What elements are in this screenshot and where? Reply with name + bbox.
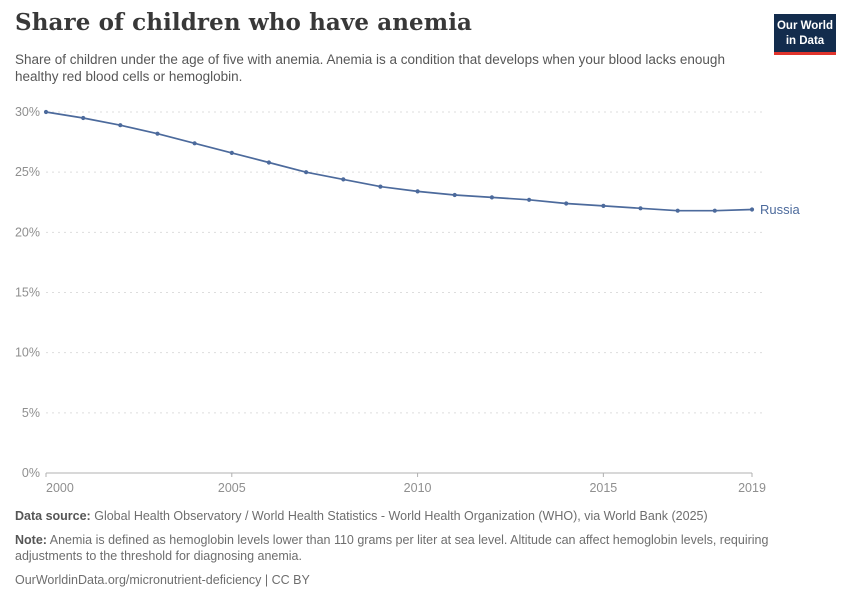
data-point-marker[interactable] — [155, 131, 160, 136]
chart-subtitle: Share of children under the age of five … — [15, 52, 725, 85]
data-point-marker[interactable] — [749, 207, 755, 212]
data-point-marker[interactable] — [118, 123, 123, 128]
owid-logo-line2: in Data — [785, 34, 825, 47]
data-point-marker[interactable] — [81, 115, 86, 121]
chart-svg: 0% 5% 10% 15% 20% 25% 30% 2000 2005 2010 2015 2019 R… — [15, 105, 801, 495]
data-point-marker[interactable] — [527, 197, 532, 202]
data-point-marker[interactable] — [43, 109, 49, 115]
data-source-text: Global Health Observatory / World Health… — [94, 509, 708, 523]
note-text: Anemia is defined as hemoglobin levels l… — [15, 532, 769, 564]
y-tick-label: 10% — [15, 346, 40, 360]
x-tick-label: 2015 — [589, 481, 617, 495]
x-tick-label: 2000 — [46, 481, 74, 495]
series-line[interactable] — [45, 111, 753, 212]
data-source-label: Data source: — [15, 509, 91, 523]
data-point-marker[interactable] — [489, 195, 494, 200]
owid-logo-line1: Our World — [776, 20, 833, 32]
owid-url-link[interactable]: OurWorldinData.org/micronutrient-deficie… — [15, 572, 262, 587]
data-point-marker[interactable] — [638, 206, 643, 211]
license-separator: | — [264, 572, 269, 587]
x-tick-label: 2005 — [218, 481, 246, 495]
data-point-marker[interactable] — [712, 208, 717, 213]
data-point-marker[interactable] — [341, 177, 346, 182]
data-point-marker[interactable] — [564, 201, 569, 206]
page-title: Share of children who have anemia — [15, 9, 473, 36]
data-point-marker[interactable] — [378, 184, 383, 189]
y-tick-label: 5% — [22, 406, 40, 420]
y-tick-label: 25% — [15, 165, 40, 179]
y-tick-label: 0% — [22, 466, 40, 480]
data-point-marker[interactable] — [266, 160, 271, 165]
note-line: Note: Anemia is defined as hemoglobin le… — [15, 532, 827, 565]
data-source-line: Data source: Global Health Observatory /… — [15, 508, 827, 525]
chart-footer: Data source: Global Health Observatory /… — [15, 508, 827, 589]
y-tick-label: 20% — [15, 225, 40, 239]
data-point-marker[interactable] — [304, 170, 309, 175]
y-tick-label: 15% — [15, 286, 40, 300]
y-tick-label: 30% — [15, 105, 40, 119]
data-point-marker[interactable] — [229, 150, 234, 155]
x-tick-label: 2019 — [738, 481, 766, 495]
data-point-marker[interactable] — [415, 189, 420, 194]
license-line: OurWorldinData.org/micronutrient-deficie… — [15, 572, 827, 589]
x-tick-label: 2010 — [404, 481, 432, 495]
license-text: CC BY — [271, 572, 310, 587]
data-point-marker[interactable] — [675, 208, 680, 213]
data-point-marker[interactable] — [601, 203, 606, 208]
owid-logo[interactable]: Our World in Data — [774, 14, 836, 55]
series-end-label[interactable]: Russia — [760, 202, 801, 217]
line-chart: 0% 5% 10% 15% 20% 25% 30% 2000 2005 2010 2015 2019 R… — [0, 95, 850, 500]
data-point-marker[interactable] — [452, 192, 457, 198]
note-label: Note: — [15, 532, 47, 547]
data-point-marker[interactable] — [192, 141, 197, 146]
